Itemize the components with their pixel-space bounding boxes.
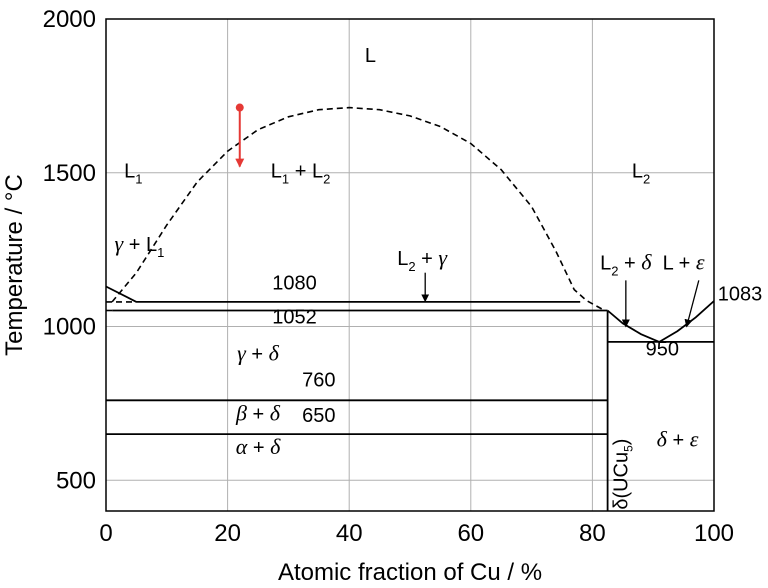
red-start-point [235, 103, 244, 112]
x-tick-label: 0 [99, 520, 112, 547]
x-tick-label: 20 [214, 520, 241, 547]
label-text: + [247, 437, 270, 459]
phase-boundary-line [105, 285, 137, 303]
region-label: L2 + γ [397, 245, 448, 274]
label-text: L [397, 248, 408, 270]
label-text: + [667, 429, 690, 451]
region-label: L + ε [663, 250, 705, 275]
phase-label-ucu5: δ(UCu5) [611, 439, 636, 510]
greek-symbol: γ [438, 245, 448, 270]
label-subscript: 2 [643, 171, 650, 186]
temperature-label: 1052 [272, 306, 317, 328]
label-subscript: 2 [323, 171, 330, 186]
greek-symbol: δ [641, 250, 652, 275]
y-tick-label: 2000 [43, 6, 96, 33]
y-tick-label: 500 [56, 467, 96, 494]
temperature-label: 760 [302, 369, 335, 391]
plot-frame [105, 18, 715, 512]
label-subscript: 5 [622, 445, 636, 452]
greek-symbol: δ [269, 340, 280, 365]
label-subscript: 1 [135, 171, 142, 186]
region-label: L2 [632, 160, 650, 186]
label-subscript: 1 [157, 245, 164, 260]
region-label: L1 [124, 160, 142, 186]
greek-symbol: δ [270, 434, 281, 459]
label-text: δ(UCu [611, 452, 633, 510]
x-tick-label: 40 [336, 520, 363, 547]
temperature-label: 650 [302, 405, 335, 427]
phase-boundary-line [607, 309, 660, 343]
greek-symbol: β [235, 400, 247, 425]
temperature-label: 1080 [272, 273, 317, 295]
label-text: L [271, 160, 282, 182]
greek-symbol: ε [690, 426, 699, 451]
label-text: L [632, 160, 643, 182]
greek-symbol: α [236, 434, 248, 459]
label-text: + [247, 403, 270, 425]
region-label: γ + δ [237, 340, 279, 365]
label-subscript: 2 [408, 259, 415, 274]
y-tick-label: 1500 [43, 160, 96, 187]
label-text: + [416, 248, 439, 270]
x-tick-label: 60 [457, 520, 484, 547]
greek-symbol: γ [237, 340, 247, 365]
region-label: L [365, 45, 376, 67]
region-label: L1 + L2 [271, 160, 331, 186]
x-tick-label: 80 [579, 520, 606, 547]
label-subscript: 2 [611, 264, 618, 279]
region-label: δ + ε [657, 426, 699, 451]
phase-boundary-line [658, 300, 715, 343]
x-tick-label: 100 [694, 520, 734, 547]
dashed-phase-boundary [111, 106, 605, 312]
greek-symbol: ε [696, 250, 705, 275]
region-label: α + δ [236, 434, 281, 459]
label-text: + [619, 253, 642, 275]
label-text: L [600, 253, 611, 275]
y-axis-label: Temperature / °C [1, 174, 28, 356]
greek-symbol: γ [115, 231, 125, 256]
label-text: ) [611, 439, 633, 446]
label-text: + L [123, 234, 157, 256]
label-text: L [365, 45, 376, 67]
label-text: + L [289, 160, 323, 182]
region-label: β + δ [235, 400, 281, 425]
label-text: L + [663, 253, 696, 275]
region-label: L2 + δ [600, 250, 652, 279]
greek-symbol: δ [270, 400, 281, 425]
pointer-arrow [684, 280, 700, 328]
greek-symbol: δ [657, 426, 668, 451]
label-text: + [246, 343, 269, 365]
y-tick-label: 1000 [43, 314, 96, 341]
temperature-label: 950 [646, 339, 679, 361]
region-label: γ + L1 [115, 231, 165, 260]
x-axis-label: Atomic fraction of Cu / % [278, 559, 542, 586]
temperature-label: 1083 [718, 283, 763, 305]
label-subscript: 1 [282, 171, 289, 186]
label-text: L [124, 160, 135, 182]
